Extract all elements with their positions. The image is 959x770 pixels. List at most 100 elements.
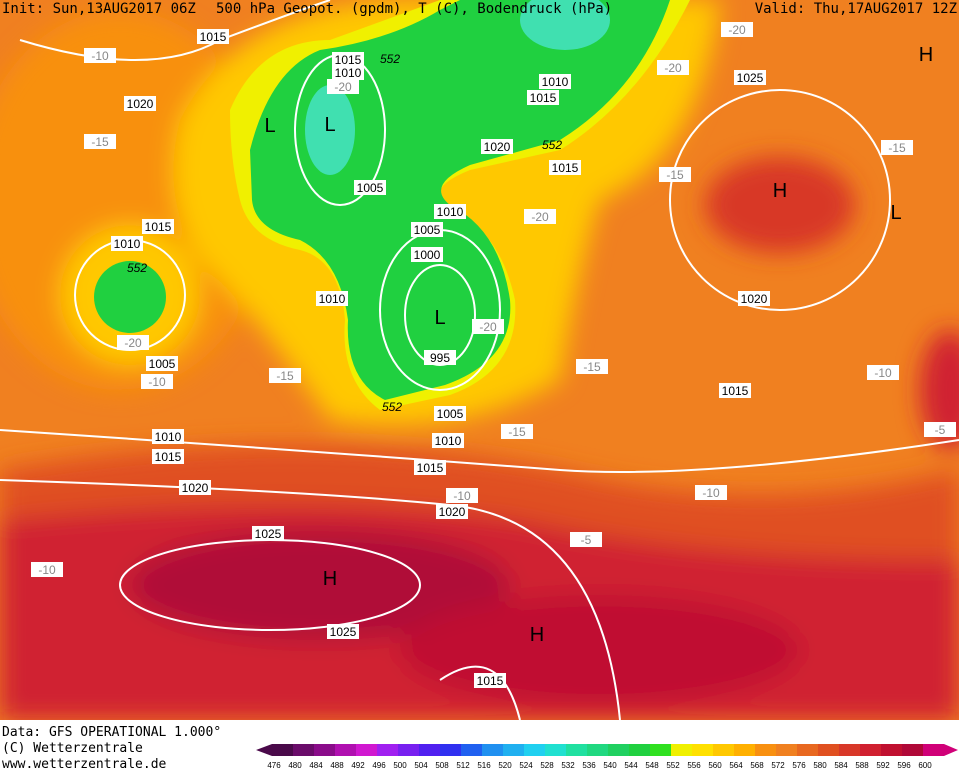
shade xyxy=(920,330,959,450)
temperature-label-box xyxy=(31,562,63,577)
pressure-label-box xyxy=(111,236,143,251)
scale-swatch xyxy=(797,744,818,756)
scale-label: 600 xyxy=(918,761,932,770)
pressure-label-box xyxy=(434,204,466,219)
scale-label: 540 xyxy=(603,761,617,770)
pressure-label: 995 xyxy=(430,351,450,365)
temperature-label-box xyxy=(501,424,533,439)
copyright: (C) Wetterzentrale xyxy=(2,741,143,756)
scale-swatch xyxy=(377,744,398,756)
temperature-label-box xyxy=(695,485,727,500)
pressure-center: L xyxy=(434,307,445,329)
pressure-label: 1015 xyxy=(722,384,749,398)
scale-label: 544 xyxy=(624,761,638,770)
pressure-label: 1015 xyxy=(155,450,182,464)
pressure-label-box xyxy=(197,29,229,44)
pressure-label: 1010 xyxy=(435,434,462,448)
temperature-label: -15 xyxy=(583,360,601,374)
pressure-label-box xyxy=(146,356,178,371)
pressure-label-box xyxy=(332,65,364,80)
pressure-label-box xyxy=(424,350,456,365)
scale-label: 596 xyxy=(897,761,911,770)
scale-swatch xyxy=(566,744,587,756)
pressure-label-box xyxy=(252,526,284,541)
scale-label: 508 xyxy=(435,761,449,770)
pressure-label-box xyxy=(414,460,446,475)
pressure-label: 1005 xyxy=(414,223,441,237)
scale-label: 488 xyxy=(330,761,344,770)
temperature-label: -20 xyxy=(531,210,549,224)
scale-label: 592 xyxy=(876,761,890,770)
scale-label: 556 xyxy=(687,761,701,770)
pressure-label-box xyxy=(316,291,348,306)
pressure-label-box xyxy=(527,90,559,105)
pressure-label-box xyxy=(327,624,359,639)
pressure-label: 1010 xyxy=(335,66,362,80)
scale-label: 580 xyxy=(813,761,827,770)
temperature-label: -20 xyxy=(728,23,746,37)
scale-swatch xyxy=(335,744,356,756)
pressure-label: 1020 xyxy=(741,292,768,306)
data-source: Data: GFS OPERATIONAL 1.000° xyxy=(2,725,221,740)
map-fill xyxy=(0,0,959,720)
scale-label: 504 xyxy=(414,761,428,770)
pressure-label: 1015 xyxy=(530,91,557,105)
pressure-label-box xyxy=(481,139,513,154)
pressure-center: H xyxy=(530,624,544,646)
temperature-label-box xyxy=(570,532,602,547)
scale-swatch xyxy=(272,744,293,756)
temperature-label: -15 xyxy=(666,168,684,182)
scale-swatch xyxy=(314,744,335,756)
pressure-center: L xyxy=(324,114,335,136)
pressure-center: H xyxy=(323,568,337,590)
pressure-label: 1025 xyxy=(330,625,357,639)
temperature-label: -10 xyxy=(91,49,109,63)
scale-label: 528 xyxy=(540,761,554,770)
scale-label: 520 xyxy=(498,761,512,770)
pressure-label-box xyxy=(332,52,364,67)
temperature-label: -20 xyxy=(124,336,142,350)
pressure-label: 1010 xyxy=(114,237,141,251)
color-scale: 476 480 484 488 492 496 500 504 508 512 516 520 524 5… xyxy=(256,744,958,770)
field-description: 500 hPa Geopot. (gpdm), T (C), Bodendruc… xyxy=(216,1,612,17)
scale-label: 476 xyxy=(267,761,281,770)
isobar xyxy=(669,89,891,311)
scale-label: 588 xyxy=(855,761,869,770)
pressure-label-box xyxy=(549,160,581,175)
pressure-label-box xyxy=(734,70,766,85)
scale-label: 492 xyxy=(351,761,365,770)
scale-arrow xyxy=(256,744,272,756)
pressure-label-box xyxy=(411,247,443,262)
scale-swatch xyxy=(671,744,692,756)
temperature-label: -10 xyxy=(453,489,471,503)
temperature-label-box xyxy=(472,319,504,334)
pressure-label: 1015 xyxy=(200,30,227,44)
temperature-label-box xyxy=(269,368,301,383)
scale-swatch xyxy=(482,744,503,756)
scale-label: 576 xyxy=(792,761,806,770)
scale-swatch xyxy=(713,744,734,756)
scale-swatch xyxy=(629,744,650,756)
scale-swatch xyxy=(692,744,713,756)
scale-label: 564 xyxy=(729,761,743,770)
scale-label: 536 xyxy=(582,761,596,770)
shade xyxy=(400,595,800,705)
temperature-label: -20 xyxy=(334,80,352,94)
pressure-label-box xyxy=(474,673,506,688)
scale-swatch xyxy=(440,744,461,756)
pressure-label-box xyxy=(436,504,468,519)
geopotential-label: 552 xyxy=(127,261,147,275)
pressure-label: 1015 xyxy=(477,674,504,688)
pressure-label: 1010 xyxy=(155,430,182,444)
pressure-label-box xyxy=(152,429,184,444)
pressure-center: L xyxy=(890,202,901,224)
geopotential-label: 552 xyxy=(380,52,400,66)
temperature-label: -10 xyxy=(148,375,166,389)
scale-swatch xyxy=(398,744,419,756)
temperature-label: -15 xyxy=(91,135,109,149)
temperature-label-box xyxy=(141,374,173,389)
temperature-label: -10 xyxy=(38,563,56,577)
pressure-label-box xyxy=(142,219,174,234)
